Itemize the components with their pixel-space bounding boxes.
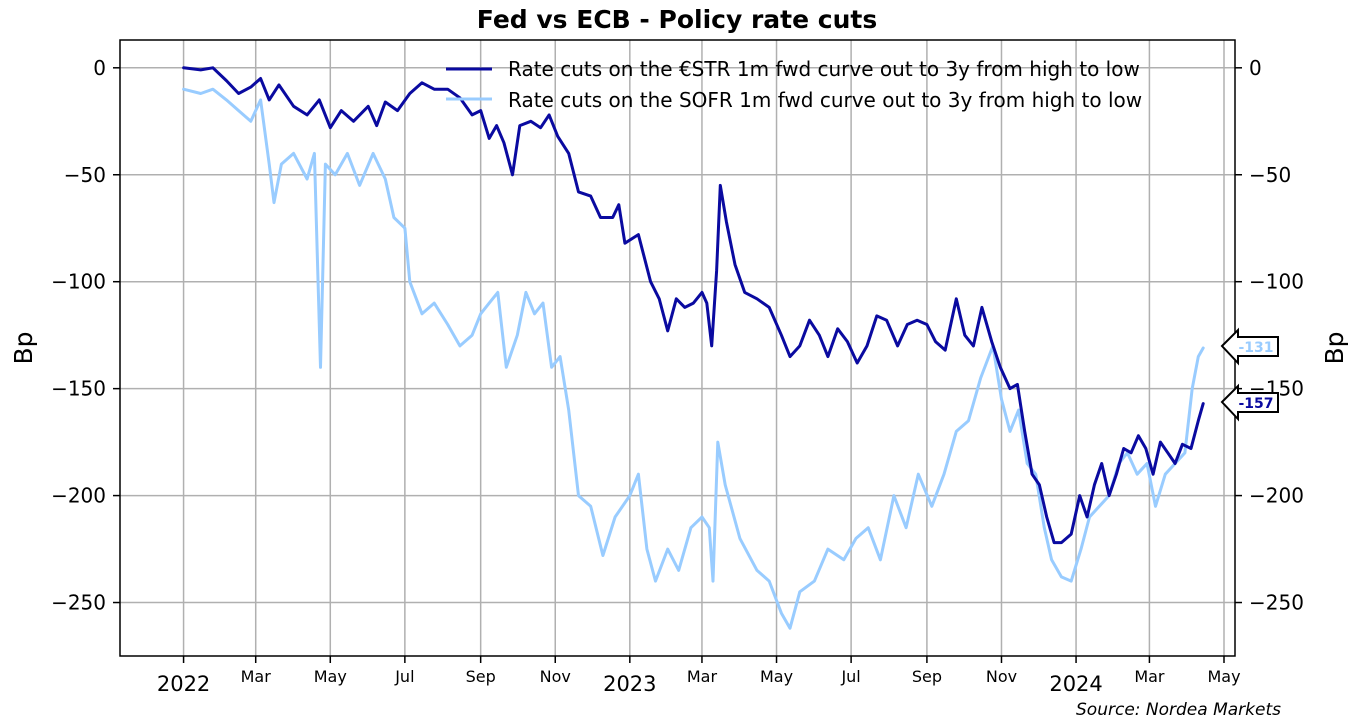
series-line-estr	[182, 66, 1205, 545]
y-tick-label-right: −100	[1249, 270, 1304, 294]
end-arrow-sofr	[1220, 327, 1279, 366]
x-tick-label: Mar	[241, 667, 272, 686]
x-tick-label: 2024	[1049, 672, 1102, 696]
y-tick-label-left: −100	[51, 270, 106, 294]
x-tick-label: Sep	[466, 667, 496, 686]
x-tick-label: 2022	[157, 672, 210, 696]
y-axis-left: 0 −50 −100 −150 −200 −250	[51, 56, 120, 615]
series-line-sofr	[182, 87, 1205, 630]
end-value-sofr: -131	[1238, 340, 1273, 356]
y-axis-label-left: Bp	[9, 331, 38, 364]
y-tick-label-right: −250	[1249, 591, 1304, 615]
y-tick-label-right: −50	[1249, 163, 1291, 187]
y-tick-label-left: −200	[51, 484, 106, 508]
series-lines	[182, 66, 1205, 630]
end-label-estr: -157	[1220, 383, 1279, 422]
x-tick-label: May	[1207, 667, 1240, 686]
x-axis: 2022 Mar May Jul Sep Nov 2023 Mar May Jul Sep Nov 20…	[157, 656, 1241, 696]
gridlines	[120, 40, 1235, 656]
end-arrow-estr	[1220, 383, 1279, 422]
end-value-estr: -157	[1238, 396, 1273, 412]
end-label-sofr: -131	[1220, 327, 1279, 366]
chart-title: Fed vs ECB - Policy rate cuts	[477, 5, 877, 34]
x-tick-label: Nov	[540, 667, 571, 686]
y-tick-label-left: −250	[51, 591, 106, 615]
y-axis-right: 0−50−100−150−200−250	[1235, 56, 1304, 615]
x-tick-label: May	[760, 667, 793, 686]
x-tick-label: Jul	[840, 667, 860, 686]
source-note: Source: Nordea Markets	[1076, 700, 1281, 720]
y-tick-label-left: −50	[64, 163, 106, 187]
legend-label-estr: Rate cuts on the €STR 1m fwd curve out t…	[508, 57, 1140, 81]
y-tick-label-left: −150	[51, 377, 106, 401]
x-tick-label: Sep	[912, 667, 942, 686]
plot-frame	[119, 39, 1236, 657]
x-tick-label: Jul	[394, 667, 414, 686]
x-tick-label: May	[314, 667, 347, 686]
y-tick-label-right: 0	[1249, 56, 1262, 80]
y-tick-label-right: −200	[1249, 484, 1304, 508]
x-tick-label: Mar	[1134, 667, 1165, 686]
y-tick-label-left: 0	[93, 56, 106, 80]
legend: Rate cuts on the €STR 1m fwd curve out t…	[446, 57, 1142, 112]
y-axis-label-right: Bp	[1320, 331, 1349, 364]
x-tick-label: Mar	[687, 667, 718, 686]
legend-label-sofr: Rate cuts on the SOFR 1m fwd curve out t…	[508, 88, 1142, 112]
x-tick-label: Nov	[986, 667, 1017, 686]
x-tick-label: 2023	[603, 672, 656, 696]
